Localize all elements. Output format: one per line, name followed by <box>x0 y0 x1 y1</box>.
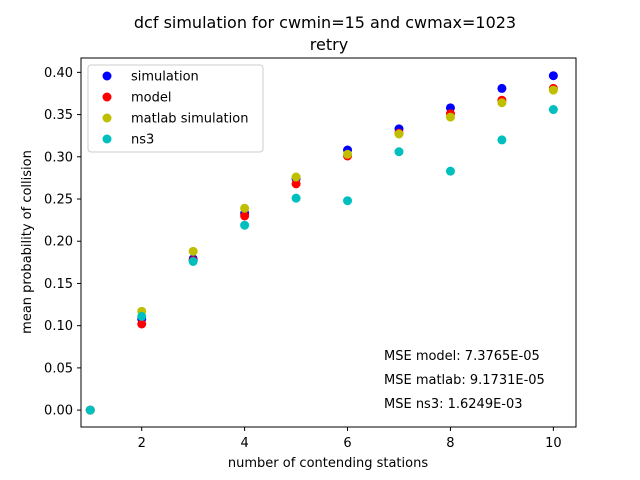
data-point <box>445 166 455 176</box>
y-axis-label: mean probability of collision <box>20 150 35 334</box>
data-point <box>137 311 147 321</box>
legend: simulation model matlab simulation ns3 <box>87 64 264 153</box>
mse-annotations: MSE model: 7.3765E-05 MSE matlab: 9.1731E… <box>384 349 545 412</box>
x-tick-label: 2 <box>138 436 146 451</box>
data-point <box>394 129 404 139</box>
y-tick-label: 0.00 <box>44 404 73 419</box>
legend-marker <box>102 71 112 81</box>
y-tick-label: 0.05 <box>44 361 73 376</box>
plot-area <box>80 57 577 428</box>
data-point <box>497 83 507 93</box>
y-tick-label: 0.15 <box>44 277 73 292</box>
legend-label: ns3 <box>131 133 154 148</box>
y-tick-label: 0.10 <box>44 319 73 334</box>
data-point <box>240 203 250 213</box>
data-point <box>188 246 198 256</box>
mse-annotation: MSE model: 7.3765E-05 <box>384 349 540 364</box>
data-point <box>548 105 558 115</box>
mse-annotation: MSE ns3: 1.6249E-03 <box>384 397 523 412</box>
data-point <box>445 112 455 122</box>
data-point <box>240 211 250 221</box>
mse-annotation: MSE matlab: 9.1731E-05 <box>384 373 545 388</box>
data-point <box>497 135 507 145</box>
data-point <box>291 172 301 182</box>
data-point <box>188 256 198 266</box>
data-points <box>85 71 558 415</box>
data-point <box>240 220 250 230</box>
x-tick-label: 8 <box>446 436 454 451</box>
y-tick-label: 0.40 <box>44 66 73 81</box>
legend-label: simulation <box>131 70 199 85</box>
data-point <box>291 179 301 189</box>
legend-marker <box>102 92 112 102</box>
data-point <box>291 193 301 203</box>
legend-marker <box>102 113 112 123</box>
data-point <box>548 85 558 95</box>
chart-title: dcf simulation for cwmin=15 and cwmax=10… <box>134 13 516 32</box>
data-point <box>137 319 147 329</box>
y-tick-label: 0.25 <box>44 193 73 208</box>
data-point <box>85 405 95 415</box>
data-point <box>497 98 507 108</box>
y-tick-label: 0.35 <box>44 108 73 123</box>
x-axis-label: number of contending stations <box>228 456 428 471</box>
x-tick-label: 4 <box>240 436 248 451</box>
chart-subtitle: retry <box>310 35 348 54</box>
data-point <box>548 71 558 81</box>
legend-label: model <box>131 91 171 106</box>
axis-ticks: 2 4 6 8 10 0.00 0.05 0.10 0.15 0.20 0.25 0.30 0.35 0.… <box>44 66 562 451</box>
x-tick-label: 6 <box>343 436 351 451</box>
y-tick-label: 0.30 <box>44 150 73 165</box>
legend-marker <box>102 134 112 144</box>
x-tick-label: 10 <box>545 436 562 451</box>
data-point <box>343 149 353 159</box>
data-point <box>394 147 404 157</box>
y-tick-label: 0.20 <box>44 235 73 250</box>
data-point <box>343 196 353 206</box>
legend-box <box>87 64 264 153</box>
legend-label: matlab simulation <box>131 112 248 127</box>
